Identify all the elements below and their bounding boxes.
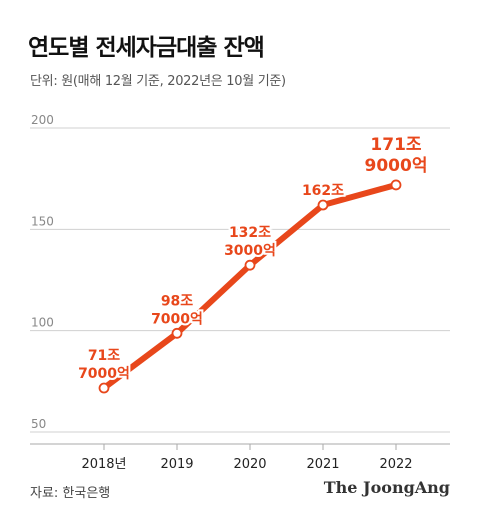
data-label: 3000억 [224,243,276,259]
x-tick-label: 2022 [379,457,412,470]
data-label: 9000억 [365,156,428,176]
data-point [171,327,183,339]
chart-title: 연도별 전세자금대출 잔액 [28,35,265,61]
publisher-logo: The JoongAng [323,478,450,497]
x-tick-label: 2019 [160,457,193,470]
data-label: 162조 [302,183,344,199]
data-point [244,259,256,271]
line-chart: 50 100 150 200 2018년 2019 2020 2021 2022 71조 700… [30,113,450,470]
data-label: 98조 [161,293,193,309]
data-label: 132조 [229,225,271,241]
data-label: 171조 [370,135,421,155]
x-tick-label: 2021 [306,457,339,470]
data-label: 7000억 [78,366,130,382]
y-tick-label: 50 [31,417,46,431]
data-point [390,179,402,191]
x-tick-label: 2020 [233,457,266,470]
data-point [317,199,329,211]
y-tick-label: 200 [31,113,54,127]
y-tick-label: 150 [31,214,54,228]
source-note: 자료: 한국은행 [30,486,111,501]
series-line [98,179,402,394]
gridlines: 50 100 150 200 [30,113,450,433]
data-label: 71조 [88,348,120,364]
data-point [98,382,110,394]
chart-subtitle: 단위: 원(매해 12월 기준, 2022년은 10월 기준) [30,74,286,89]
y-tick-label: 100 [31,316,54,330]
data-label: 7000억 [151,311,203,327]
x-tick-label: 2018년 [81,457,126,470]
x-axis: 2018년 2019 2020 2021 2022 [30,443,450,470]
series-polyline [101,181,399,392]
